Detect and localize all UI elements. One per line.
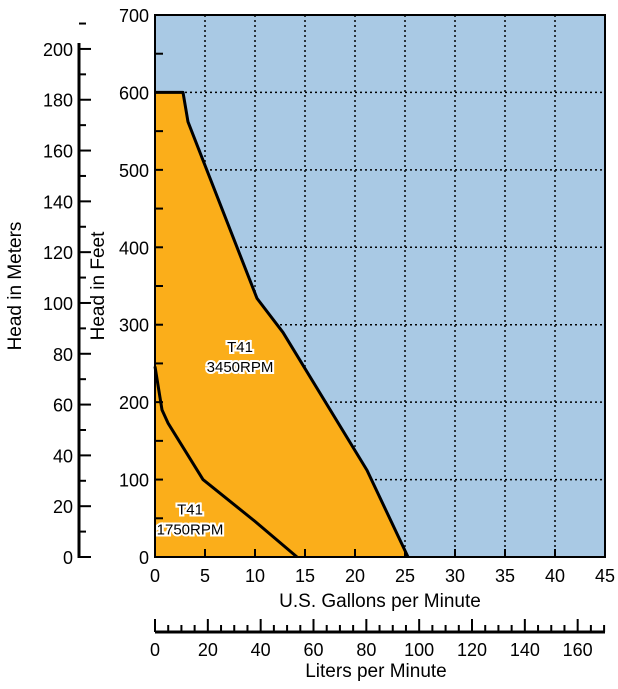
meters-tick-label: 120: [43, 243, 73, 263]
x-tick-label: 15: [295, 566, 315, 586]
y-tick-label: 200: [119, 393, 149, 413]
x-tick-label: 20: [345, 566, 365, 586]
liters-tick-label: 120: [457, 640, 487, 660]
liters-tick-label: 40: [251, 640, 271, 660]
meters-tick-label: 160: [43, 142, 73, 162]
x-tick-label: 45: [595, 566, 615, 586]
x-tick-label: 30: [445, 566, 465, 586]
liters-tick-label: 60: [303, 640, 323, 660]
series-line-0: [155, 90, 410, 558]
meters-tick-label: 100: [43, 294, 73, 314]
x-tick-label: 40: [545, 566, 565, 586]
meters-tick-label: 140: [43, 192, 73, 212]
x-tick-label: 0: [150, 566, 160, 586]
meters-tick-label: 80: [53, 345, 73, 365]
y-tick-label: 0: [139, 548, 149, 568]
meters-tick-label: 200: [43, 40, 73, 60]
y-tick-label: 100: [119, 471, 149, 491]
y-axis-title: Head in Feet: [88, 231, 109, 341]
meters-tick-label: 180: [43, 91, 73, 111]
liters-tick-label: 100: [404, 640, 434, 660]
y-tick-label: 600: [119, 83, 149, 103]
meters-tick-label: 60: [53, 396, 73, 416]
operating-range-fill: [155, 92, 408, 557]
x-tick-label: 25: [395, 566, 415, 586]
liters-tick-label: 140: [510, 640, 540, 660]
x-tick-label: 5: [200, 566, 210, 586]
y-tick-label: 400: [119, 238, 149, 258]
series-label: 3450RPM: [207, 359, 274, 376]
liters-tick-label: 80: [356, 640, 376, 660]
y-tick-label: 500: [119, 161, 149, 181]
secondary-y-axis-title: Head in Meters: [5, 222, 26, 351]
liters-tick-label: 0: [150, 640, 160, 660]
y-tick-label: 300: [119, 316, 149, 336]
meters-tick-label: 0: [63, 548, 73, 568]
series-label: T41: [227, 339, 253, 356]
y-tick-label: 700: [119, 6, 149, 26]
x-tick-label: 10: [245, 566, 265, 586]
secondary-x-axis-title: Liters per Minute: [305, 661, 447, 682]
x-axis-title: U.S. Gallons per Minute: [279, 591, 481, 612]
series-label: T41: [177, 501, 203, 518]
liters-tick-label: 160: [563, 640, 593, 660]
meters-tick-label: 40: [53, 446, 73, 466]
liters-tick-label: 20: [198, 640, 218, 660]
meters-tick-label: 20: [53, 497, 73, 517]
x-tick-label: 35: [495, 566, 515, 586]
series-label: 1750RPM: [157, 521, 224, 538]
